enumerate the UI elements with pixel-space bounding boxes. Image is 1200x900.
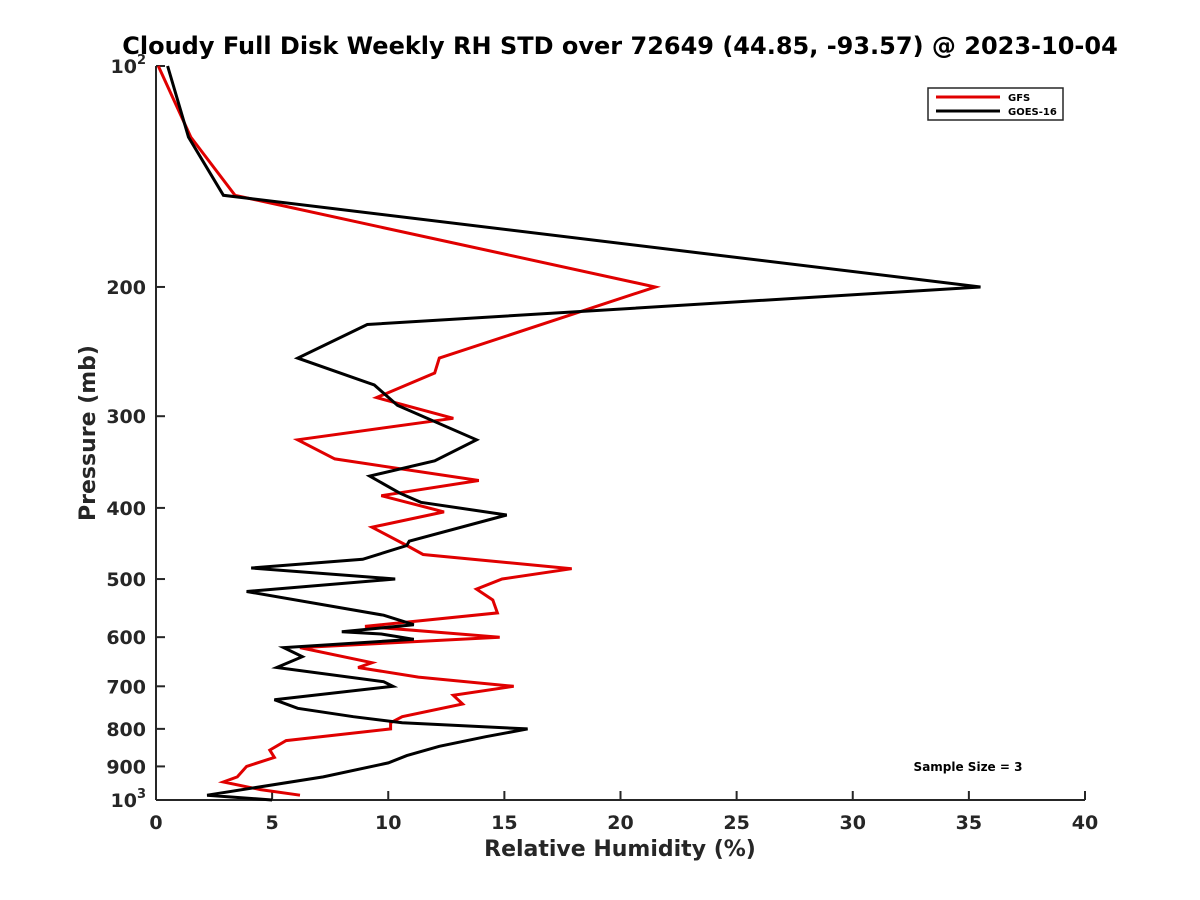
plot-area: 0 5 10 15 20 25 30 35 40102200300400500600700800… xyxy=(106,53,1098,834)
x-tick-label: 30 xyxy=(840,812,866,834)
y-tick-label-base: 700 xyxy=(106,676,146,698)
chart-title: Cloudy Full Disk Weekly RH STD over 7264… xyxy=(122,32,1118,60)
y-tick-label-base: 500 xyxy=(106,569,146,591)
y-axis-label: Pressure (mb) xyxy=(76,345,101,521)
x-axis-label: Relative Humidity (%) xyxy=(484,837,756,862)
x-tick-label: 15 xyxy=(491,812,517,834)
x-tick-label: 20 xyxy=(607,812,633,834)
y-tick-label: 300 xyxy=(106,406,146,428)
y-tick-label: 200 xyxy=(106,277,146,299)
y-tick-label-base: 300 xyxy=(106,406,146,428)
y-tick-label-base: 600 xyxy=(106,627,146,649)
y-tick-label: 600 xyxy=(106,627,146,649)
y-tick-label: 700 xyxy=(106,676,146,698)
legend-box xyxy=(927,87,1064,121)
x-tick-label: 25 xyxy=(723,812,749,834)
x-tick-label: 0 xyxy=(149,812,162,834)
x-tick-label: 35 xyxy=(956,812,982,834)
y-tick-label-base: 900 xyxy=(106,756,146,778)
y-tick-label-base: 400 xyxy=(106,498,146,520)
y-tick-label: 400 xyxy=(106,498,146,520)
legend-entry-gfs: GFS xyxy=(1008,93,1030,104)
y-tick-label-base: 800 xyxy=(106,719,146,741)
y-tick-label: 103 xyxy=(111,787,147,812)
y-tick-label-base: 200 xyxy=(106,277,146,299)
legend-entry-goes-16: GOES-16 xyxy=(1008,107,1057,118)
y-tick-label-exponent: 2 xyxy=(137,53,146,68)
y-tick-label: 102 xyxy=(111,53,147,78)
y-tick-label-exponent: 3 xyxy=(137,787,146,802)
y-tick-label-base: 10 xyxy=(111,56,137,78)
x-tick-label: 40 xyxy=(1072,812,1098,834)
y-tick-label: 800 xyxy=(106,719,146,741)
legend: GFS GOES-16 xyxy=(927,87,1064,121)
x-tick-label: 10 xyxy=(375,812,401,834)
x-tick-label: 5 xyxy=(266,812,279,834)
y-tick-label: 500 xyxy=(106,569,146,591)
series-line-goes-16 xyxy=(166,65,981,802)
y-tick-label-base: 10 xyxy=(111,790,137,812)
y-tick-label: 900 xyxy=(106,756,146,778)
series-line-gfs xyxy=(156,65,661,797)
sample-size-annotation: Sample Size = 3 xyxy=(914,760,1023,774)
